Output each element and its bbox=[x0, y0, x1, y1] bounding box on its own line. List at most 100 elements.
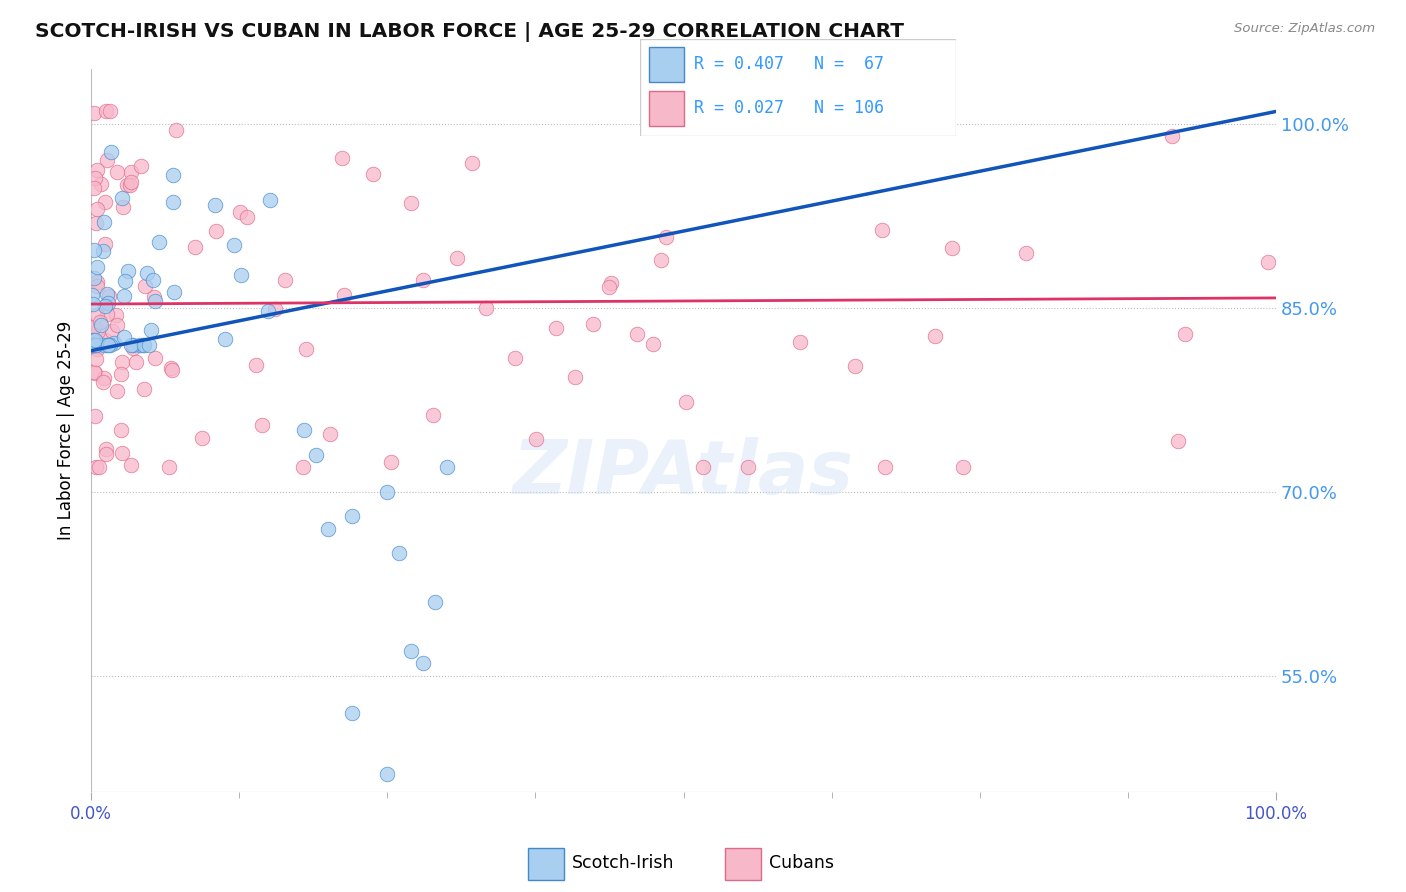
Y-axis label: In Labor Force | Age 25-29: In Labor Force | Age 25-29 bbox=[58, 321, 75, 540]
Point bbox=[160, 363, 183, 377]
Point bbox=[110, 423, 132, 437]
Point bbox=[737, 460, 759, 475]
Text: ZIPAtlas: ZIPAtlas bbox=[513, 437, 853, 510]
Point bbox=[90, 178, 112, 192]
Bar bbox=[527, 848, 564, 880]
Point bbox=[111, 355, 134, 369]
Point bbox=[235, 211, 257, 225]
Point bbox=[1174, 326, 1197, 341]
Point bbox=[377, 767, 399, 781]
Point bbox=[129, 337, 152, 351]
Point bbox=[117, 264, 139, 278]
Point bbox=[83, 243, 105, 257]
Point bbox=[101, 324, 124, 338]
Point bbox=[924, 329, 946, 343]
Point bbox=[87, 324, 110, 338]
Point bbox=[204, 198, 226, 212]
Point bbox=[94, 333, 117, 347]
Point bbox=[103, 335, 125, 350]
Point bbox=[412, 273, 434, 287]
Point bbox=[121, 337, 143, 351]
Point bbox=[675, 394, 697, 409]
Point bbox=[97, 296, 120, 310]
Point bbox=[117, 178, 139, 193]
Point bbox=[163, 285, 186, 299]
Point bbox=[86, 163, 108, 178]
Point bbox=[162, 168, 184, 182]
Point bbox=[111, 446, 134, 460]
Point bbox=[125, 354, 148, 368]
Point bbox=[114, 274, 136, 288]
Point bbox=[399, 644, 422, 658]
Text: R = 0.027   N = 106: R = 0.027 N = 106 bbox=[693, 99, 883, 117]
Point bbox=[145, 351, 167, 365]
Point bbox=[655, 230, 678, 244]
Point bbox=[377, 484, 399, 499]
Point bbox=[84, 217, 107, 231]
Point bbox=[136, 267, 159, 281]
Point bbox=[141, 323, 163, 337]
Point bbox=[84, 337, 107, 351]
Point bbox=[641, 336, 664, 351]
Point bbox=[83, 409, 105, 424]
Point bbox=[165, 123, 187, 137]
Point bbox=[96, 307, 118, 321]
Point bbox=[112, 330, 135, 344]
Point bbox=[789, 335, 811, 350]
Point bbox=[96, 442, 118, 456]
Point bbox=[503, 351, 526, 365]
Point bbox=[388, 546, 411, 560]
Point bbox=[162, 195, 184, 210]
Text: Source: ZipAtlas.com: Source: ZipAtlas.com bbox=[1234, 22, 1375, 36]
Point bbox=[399, 195, 422, 210]
Point bbox=[86, 308, 108, 322]
Point bbox=[86, 279, 108, 293]
Point bbox=[82, 337, 104, 351]
Point bbox=[692, 460, 714, 475]
Point bbox=[183, 240, 205, 254]
Point bbox=[1256, 255, 1278, 269]
Point bbox=[319, 427, 342, 442]
Point bbox=[94, 195, 117, 210]
Point bbox=[120, 458, 142, 472]
Point bbox=[363, 167, 385, 181]
Text: Scotch-Irish: Scotch-Irish bbox=[571, 854, 673, 872]
Point bbox=[844, 359, 866, 374]
Point bbox=[120, 165, 142, 179]
Point bbox=[160, 361, 183, 376]
Text: SCOTCH-IRISH VS CUBAN IN LABOR FORCE | AGE 25-29 CORRELATION CHART: SCOTCH-IRISH VS CUBAN IN LABOR FORCE | A… bbox=[35, 22, 904, 42]
Text: R = 0.407   N =  67: R = 0.407 N = 67 bbox=[693, 54, 883, 73]
Point bbox=[94, 447, 117, 461]
Point bbox=[93, 337, 115, 351]
Point bbox=[97, 337, 120, 351]
Point bbox=[599, 277, 621, 291]
Point bbox=[330, 151, 353, 165]
Point bbox=[96, 286, 118, 301]
Point bbox=[89, 314, 111, 328]
Point bbox=[340, 706, 363, 720]
Point bbox=[83, 105, 105, 120]
Point bbox=[412, 657, 434, 671]
Point bbox=[544, 320, 567, 334]
Bar bbox=[725, 848, 762, 880]
Point bbox=[1015, 245, 1038, 260]
Point bbox=[952, 460, 974, 475]
Point bbox=[228, 204, 250, 219]
Point bbox=[86, 275, 108, 289]
Point bbox=[316, 522, 339, 536]
Point bbox=[91, 244, 114, 259]
Point bbox=[96, 153, 118, 167]
Point bbox=[229, 268, 252, 282]
Point bbox=[84, 351, 107, 366]
Point bbox=[111, 201, 134, 215]
Point bbox=[446, 251, 468, 265]
Point bbox=[134, 382, 156, 396]
Point bbox=[120, 337, 142, 351]
Point bbox=[82, 337, 104, 351]
Point bbox=[294, 424, 316, 438]
Point bbox=[83, 365, 105, 379]
Point bbox=[340, 509, 363, 524]
Point bbox=[105, 384, 128, 398]
Point bbox=[90, 318, 112, 332]
Point bbox=[84, 170, 107, 185]
